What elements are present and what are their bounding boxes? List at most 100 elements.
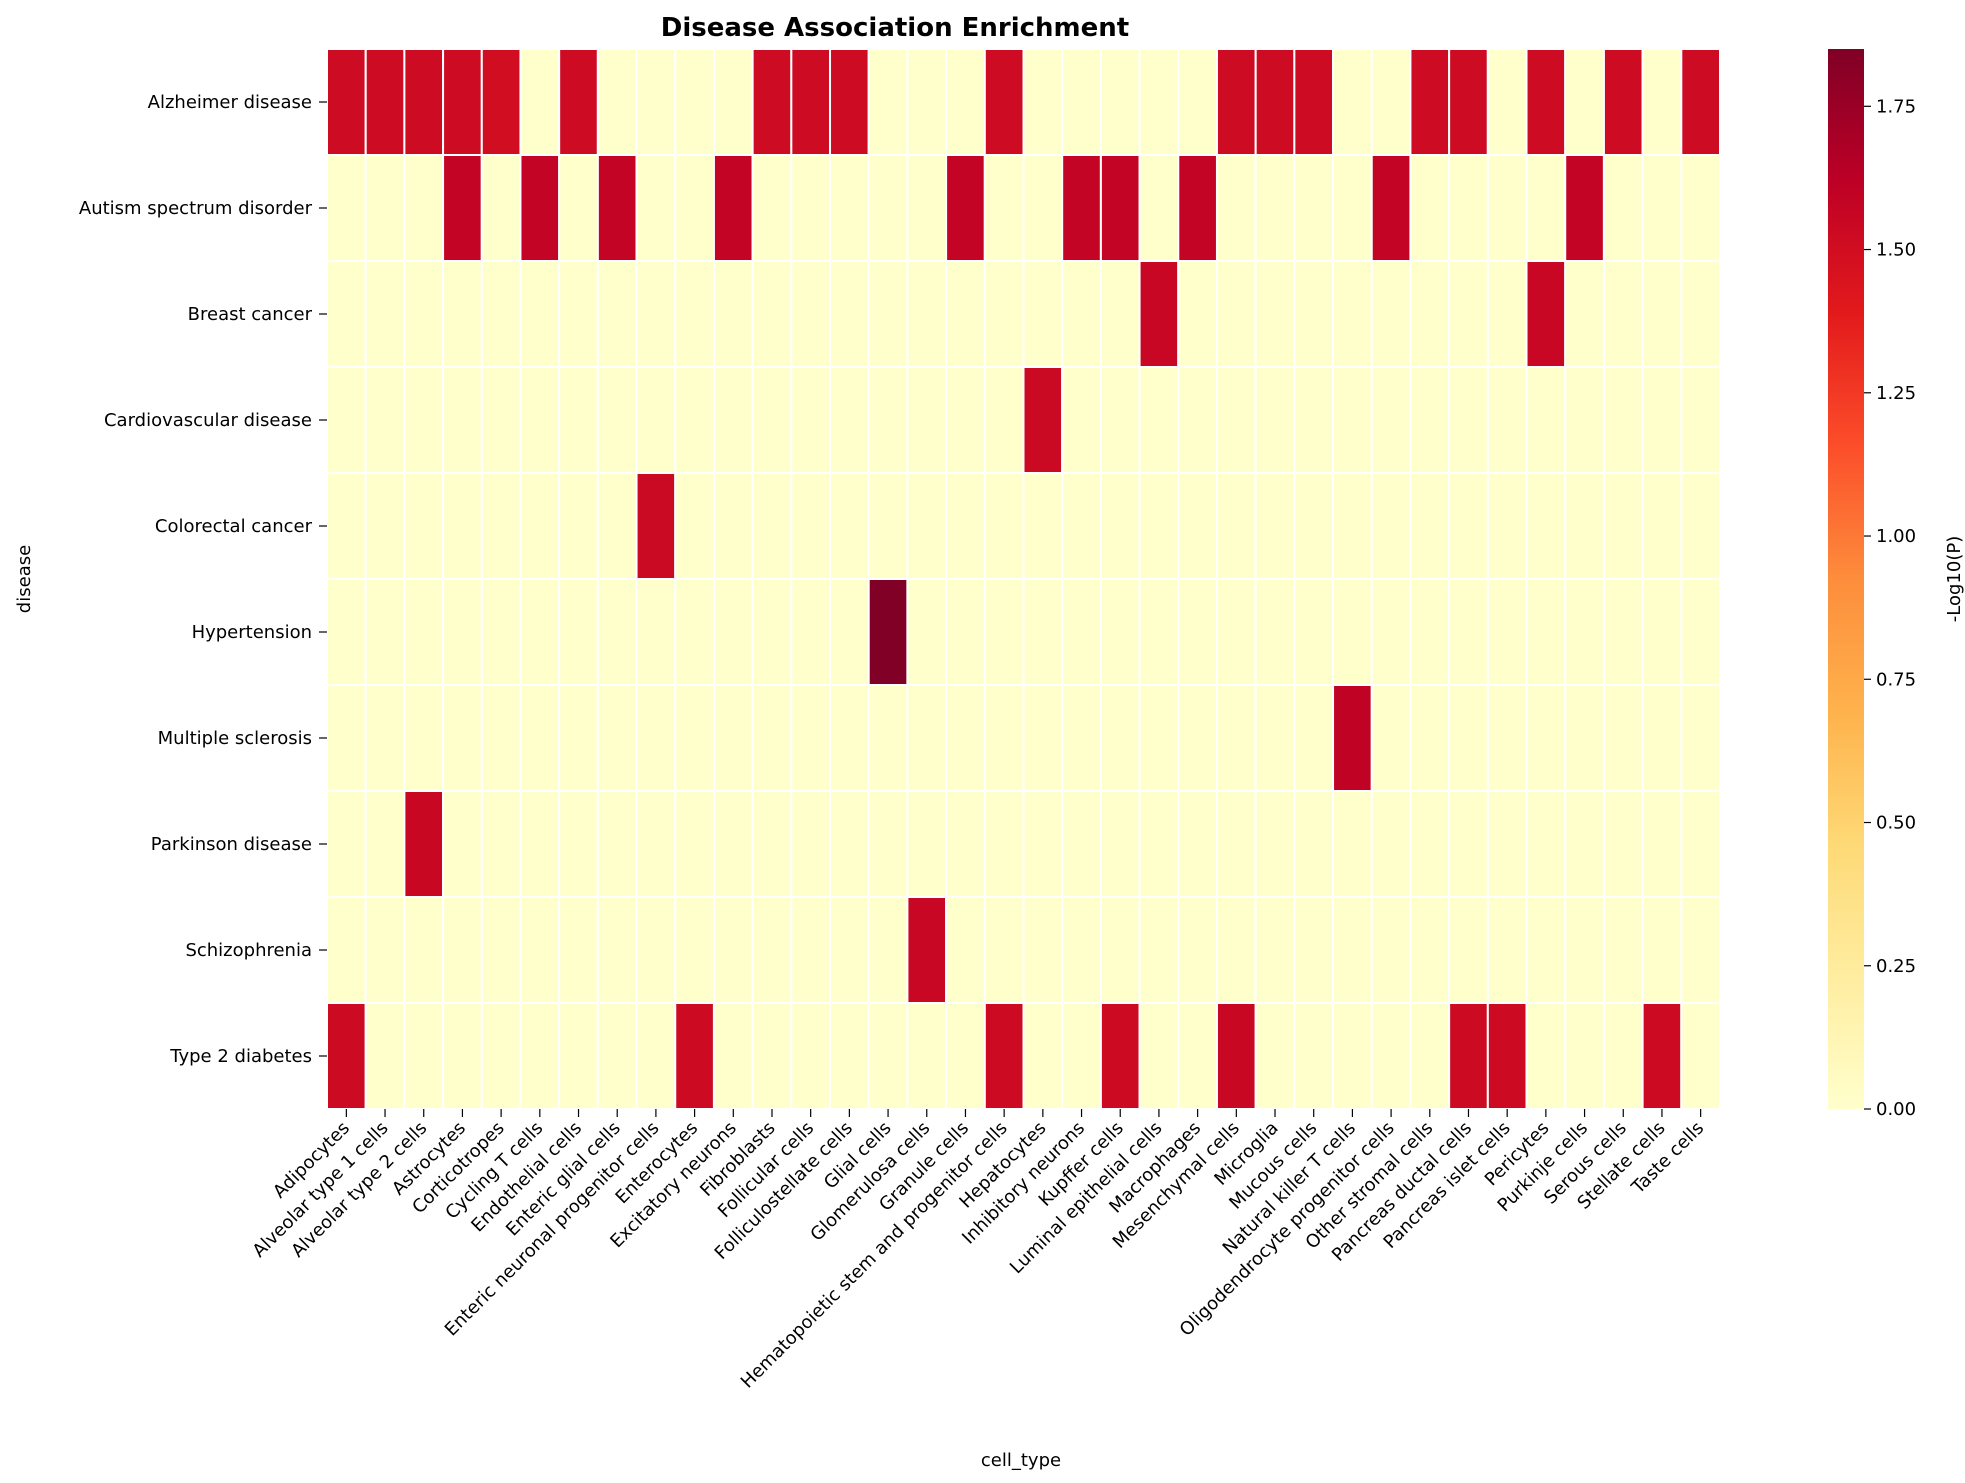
heatmap-cell	[1215, 1002, 1257, 1110]
heatmap-cell	[712, 790, 754, 898]
heatmap-cell	[596, 154, 638, 262]
heatmap-cell	[867, 684, 909, 792]
heatmap-cell	[1564, 472, 1605, 580]
heatmap-cell	[1099, 260, 1141, 368]
heatmap-cell	[1525, 1002, 1567, 1110]
heatmap-cell	[480, 260, 522, 368]
heatmap-cell	[442, 790, 483, 898]
heatmap-cell	[442, 48, 483, 156]
heatmap-cell	[1486, 48, 1528, 156]
heatmap-cell	[403, 578, 445, 686]
heatmap-cell	[829, 260, 870, 368]
heatmap-cell	[1525, 896, 1567, 1004]
heatmap-cell	[945, 896, 986, 1004]
heatmap-cell	[1061, 154, 1102, 262]
heatmap-cell	[1177, 896, 1218, 1004]
heatmap-cell	[906, 896, 948, 1004]
heatmap-cell	[1641, 684, 1683, 792]
heatmap-cell	[1602, 472, 1644, 580]
heatmap-cell	[1448, 896, 1489, 1004]
heatmap-cell	[1680, 1002, 1722, 1110]
heatmap-cell	[674, 790, 715, 898]
heatmap-cell	[1332, 472, 1373, 580]
heatmap-cell	[1293, 260, 1335, 368]
heatmap-cell	[1099, 790, 1141, 898]
heatmap-cell	[596, 896, 638, 1004]
y-tick-label: Hypertension	[192, 622, 312, 643]
heatmap-cell	[1254, 154, 1296, 262]
heatmap-cell	[480, 154, 522, 262]
heatmap-cell	[1254, 366, 1296, 474]
heatmap-cell	[1564, 1002, 1605, 1110]
heatmap-cell	[1641, 1002, 1683, 1110]
heatmap-cell	[1022, 896, 1064, 1004]
heatmap-cell	[1022, 366, 1064, 474]
heatmap-cell	[403, 896, 445, 1004]
heatmap-cell	[558, 896, 599, 1004]
heatmap-cell	[1525, 790, 1567, 898]
heatmap-cell	[403, 48, 445, 156]
heatmap-cell	[712, 1002, 754, 1110]
heatmap-cell	[326, 472, 367, 580]
colorbar-tick-label: 1.50	[1876, 240, 1916, 261]
heatmap-cell	[1332, 578, 1373, 686]
heatmap-cell	[1525, 366, 1567, 474]
heatmap-cell	[1409, 1002, 1451, 1110]
heatmap-cell	[1061, 896, 1102, 1004]
heatmap-cell	[596, 684, 638, 792]
heatmap-cell	[1680, 48, 1722, 156]
heatmap-cell	[635, 1002, 677, 1110]
heatmap-cell	[1215, 790, 1257, 898]
heatmap-cell	[1448, 684, 1489, 792]
heatmap-cell	[1680, 154, 1722, 262]
heatmap-cell	[983, 260, 1025, 368]
heatmap-cell	[1486, 472, 1528, 580]
heatmap-cell	[1022, 684, 1064, 792]
heatmap-cell	[983, 896, 1025, 1004]
heatmap-cell	[712, 366, 754, 474]
heatmap-cell	[480, 684, 522, 792]
y-tick-labels: Alzheimer disease Autism spectrum disorde…	[79, 92, 327, 1067]
heatmap-cell	[751, 896, 793, 1004]
heatmap-cell	[519, 472, 561, 580]
heatmap-cell	[1254, 578, 1296, 686]
heatmap-cell	[983, 472, 1025, 580]
heatmap-cell	[558, 790, 599, 898]
y-axis-label: disease	[14, 545, 35, 613]
heatmap-cell	[1061, 472, 1102, 580]
heatmap-cell	[906, 684, 948, 792]
y-tick-label: Type 2 diabetes	[169, 1046, 312, 1067]
heatmap-cell	[867, 1002, 909, 1110]
heatmap-cell	[1177, 472, 1218, 580]
heatmap-cell	[1177, 578, 1218, 686]
colorbar-gradient	[1828, 49, 1864, 1109]
heatmap-cell	[519, 790, 561, 898]
heatmap-cell	[1486, 896, 1528, 1004]
heatmap-cell	[1022, 578, 1064, 686]
heatmap-cell	[1332, 1002, 1373, 1110]
heatmap-cell	[790, 472, 832, 580]
heatmap-cell	[790, 154, 832, 262]
heatmap-cell	[1061, 260, 1102, 368]
heatmap-cell	[1254, 472, 1296, 580]
heatmap-cell	[364, 472, 406, 580]
heatmap-cell	[790, 578, 832, 686]
heatmap-cell	[829, 896, 870, 1004]
heatmap-cell	[1293, 790, 1335, 898]
heatmap-cell	[1254, 896, 1296, 1004]
heatmap-cell	[1138, 1002, 1180, 1110]
heatmap-cell	[867, 154, 909, 262]
heatmap-cell	[519, 366, 561, 474]
heatmap-cell	[1448, 472, 1489, 580]
heatmap-cell	[403, 154, 445, 262]
heatmap-cell	[1293, 1002, 1335, 1110]
heatmap-cell	[751, 154, 793, 262]
heatmap-cell	[1293, 366, 1335, 474]
heatmap-cell	[1332, 366, 1373, 474]
heatmap-cell	[983, 790, 1025, 898]
heatmap-cell	[1564, 896, 1605, 1004]
heatmap-cell	[906, 790, 948, 898]
heatmap-cell	[1332, 48, 1373, 156]
heatmap-cell	[1061, 790, 1102, 898]
